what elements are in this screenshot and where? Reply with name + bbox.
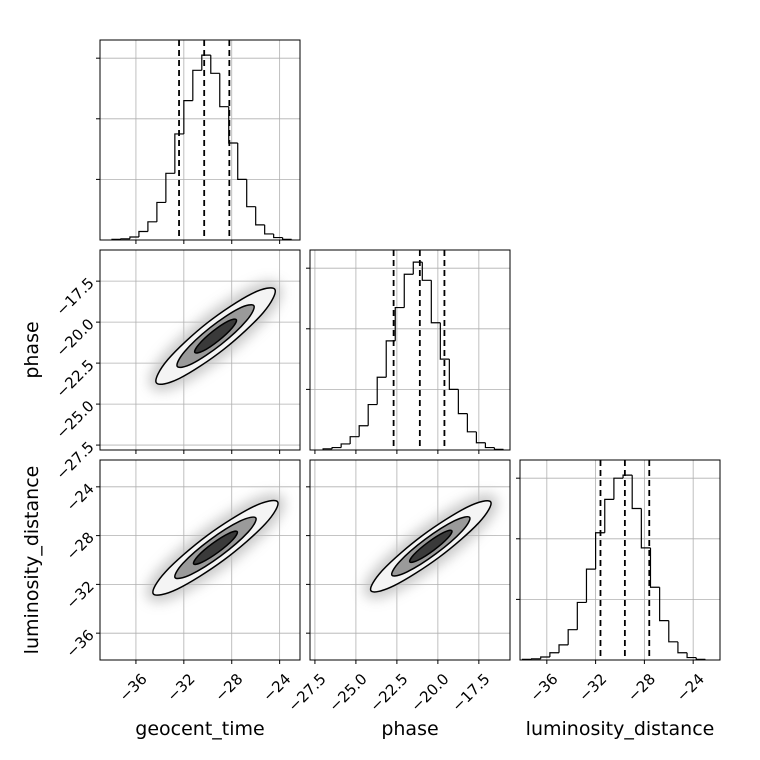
y-tick-label: −25.0 (52, 397, 97, 442)
y-tick-label: −22.5 (52, 356, 97, 401)
x-tick-label: −32 (163, 670, 198, 705)
histogram-step (237, 143, 247, 180)
histogram-step (340, 443, 351, 448)
histogram-step (613, 477, 624, 500)
histogram-step (631, 475, 642, 510)
x-tick-label: −32 (575, 670, 610, 705)
x-tick-label: −20.0 (407, 670, 452, 715)
histogram-step (138, 230, 148, 237)
histogram-step (246, 179, 256, 208)
x-tick-label: −36 (526, 670, 561, 705)
y-tick-label: −24 (63, 480, 98, 515)
histogram-step (576, 601, 587, 630)
contour (193, 318, 238, 354)
y-axis-label: phase (21, 321, 43, 378)
histogram-step (174, 133, 184, 174)
x-tick-label: −27.5 (284, 670, 329, 715)
histogram-step (394, 306, 405, 341)
contour (408, 529, 453, 564)
histogram-step (147, 221, 157, 232)
histogram-step (604, 498, 614, 533)
panel-border (99, 459, 301, 661)
histogram-step (255, 206, 265, 226)
y-axis-label: luminosity_distance (21, 466, 43, 655)
panel-border (309, 249, 511, 451)
histogram-step (385, 340, 396, 378)
histogram-step (349, 436, 360, 444)
x-tick-label: −28 (211, 670, 246, 705)
x-axis-label: geocent_time (135, 718, 264, 740)
panel-border (99, 249, 301, 451)
y-tick-label: −36 (63, 626, 98, 661)
histogram-step (219, 73, 229, 108)
histogram-step (695, 657, 706, 660)
histogram-step (595, 532, 605, 570)
y-tick-label: −27.5 (52, 438, 97, 483)
panel-frame (520, 460, 720, 660)
x-tick-label: −17.5 (448, 670, 493, 715)
histogram-step (640, 508, 651, 549)
x-tick-label: −24 (673, 670, 708, 705)
histogram-step (457, 389, 468, 415)
histogram-step (439, 322, 450, 360)
histogram-step (622, 474, 633, 479)
y-tick-label: −20.0 (52, 315, 97, 360)
histogram-step (448, 359, 459, 390)
histogram-step (585, 568, 596, 603)
panel-border (519, 459, 721, 661)
histogram-step (530, 658, 541, 660)
x-axis-label: luminosity_distance (526, 718, 715, 740)
histogram-step (649, 547, 660, 588)
histogram-step (156, 201, 166, 222)
histogram-step (686, 652, 697, 659)
histogram-step (677, 641, 688, 654)
histogram-step (403, 273, 414, 308)
panel-border (99, 39, 301, 241)
x-tick-label: −25.0 (325, 670, 370, 715)
histogram-step (282, 237, 292, 240)
panel-border (309, 459, 511, 661)
histogram-step (493, 447, 504, 450)
histogram-step (367, 403, 378, 426)
histogram-step (201, 54, 211, 71)
histogram-step (264, 224, 274, 235)
y-tick-label: −28 (63, 529, 98, 564)
histogram-step (331, 446, 342, 449)
histogram-step (558, 644, 569, 653)
y-tick-label: −32 (63, 577, 98, 612)
histogram-step (659, 587, 669, 622)
x-tick-label: −28 (624, 670, 659, 705)
x-tick-label: −22.5 (366, 670, 411, 715)
histogram-step (129, 236, 139, 239)
histogram-step (165, 172, 175, 203)
histogram-step (358, 425, 369, 437)
histogram-step (484, 442, 495, 449)
panel-frame (100, 40, 300, 240)
x-axis-label: phase (381, 718, 438, 740)
histogram-step (183, 100, 193, 134)
histogram-step (210, 55, 220, 74)
x-tick-label: −36 (116, 670, 151, 705)
histogram-step (376, 376, 387, 405)
contour (192, 530, 239, 566)
histogram-step (549, 652, 560, 657)
y-tick-label: −17.5 (52, 274, 97, 319)
panel-frame (310, 250, 510, 450)
histogram-step (466, 413, 477, 433)
histogram-step (540, 656, 550, 659)
histogram-step (668, 620, 678, 643)
histogram-step (430, 280, 441, 324)
histogram-step (120, 238, 130, 240)
histogram-step (475, 431, 486, 444)
histogram-step (421, 262, 432, 281)
histogram-step (567, 629, 578, 645)
histogram-step (273, 233, 283, 239)
histogram-step (192, 69, 202, 101)
